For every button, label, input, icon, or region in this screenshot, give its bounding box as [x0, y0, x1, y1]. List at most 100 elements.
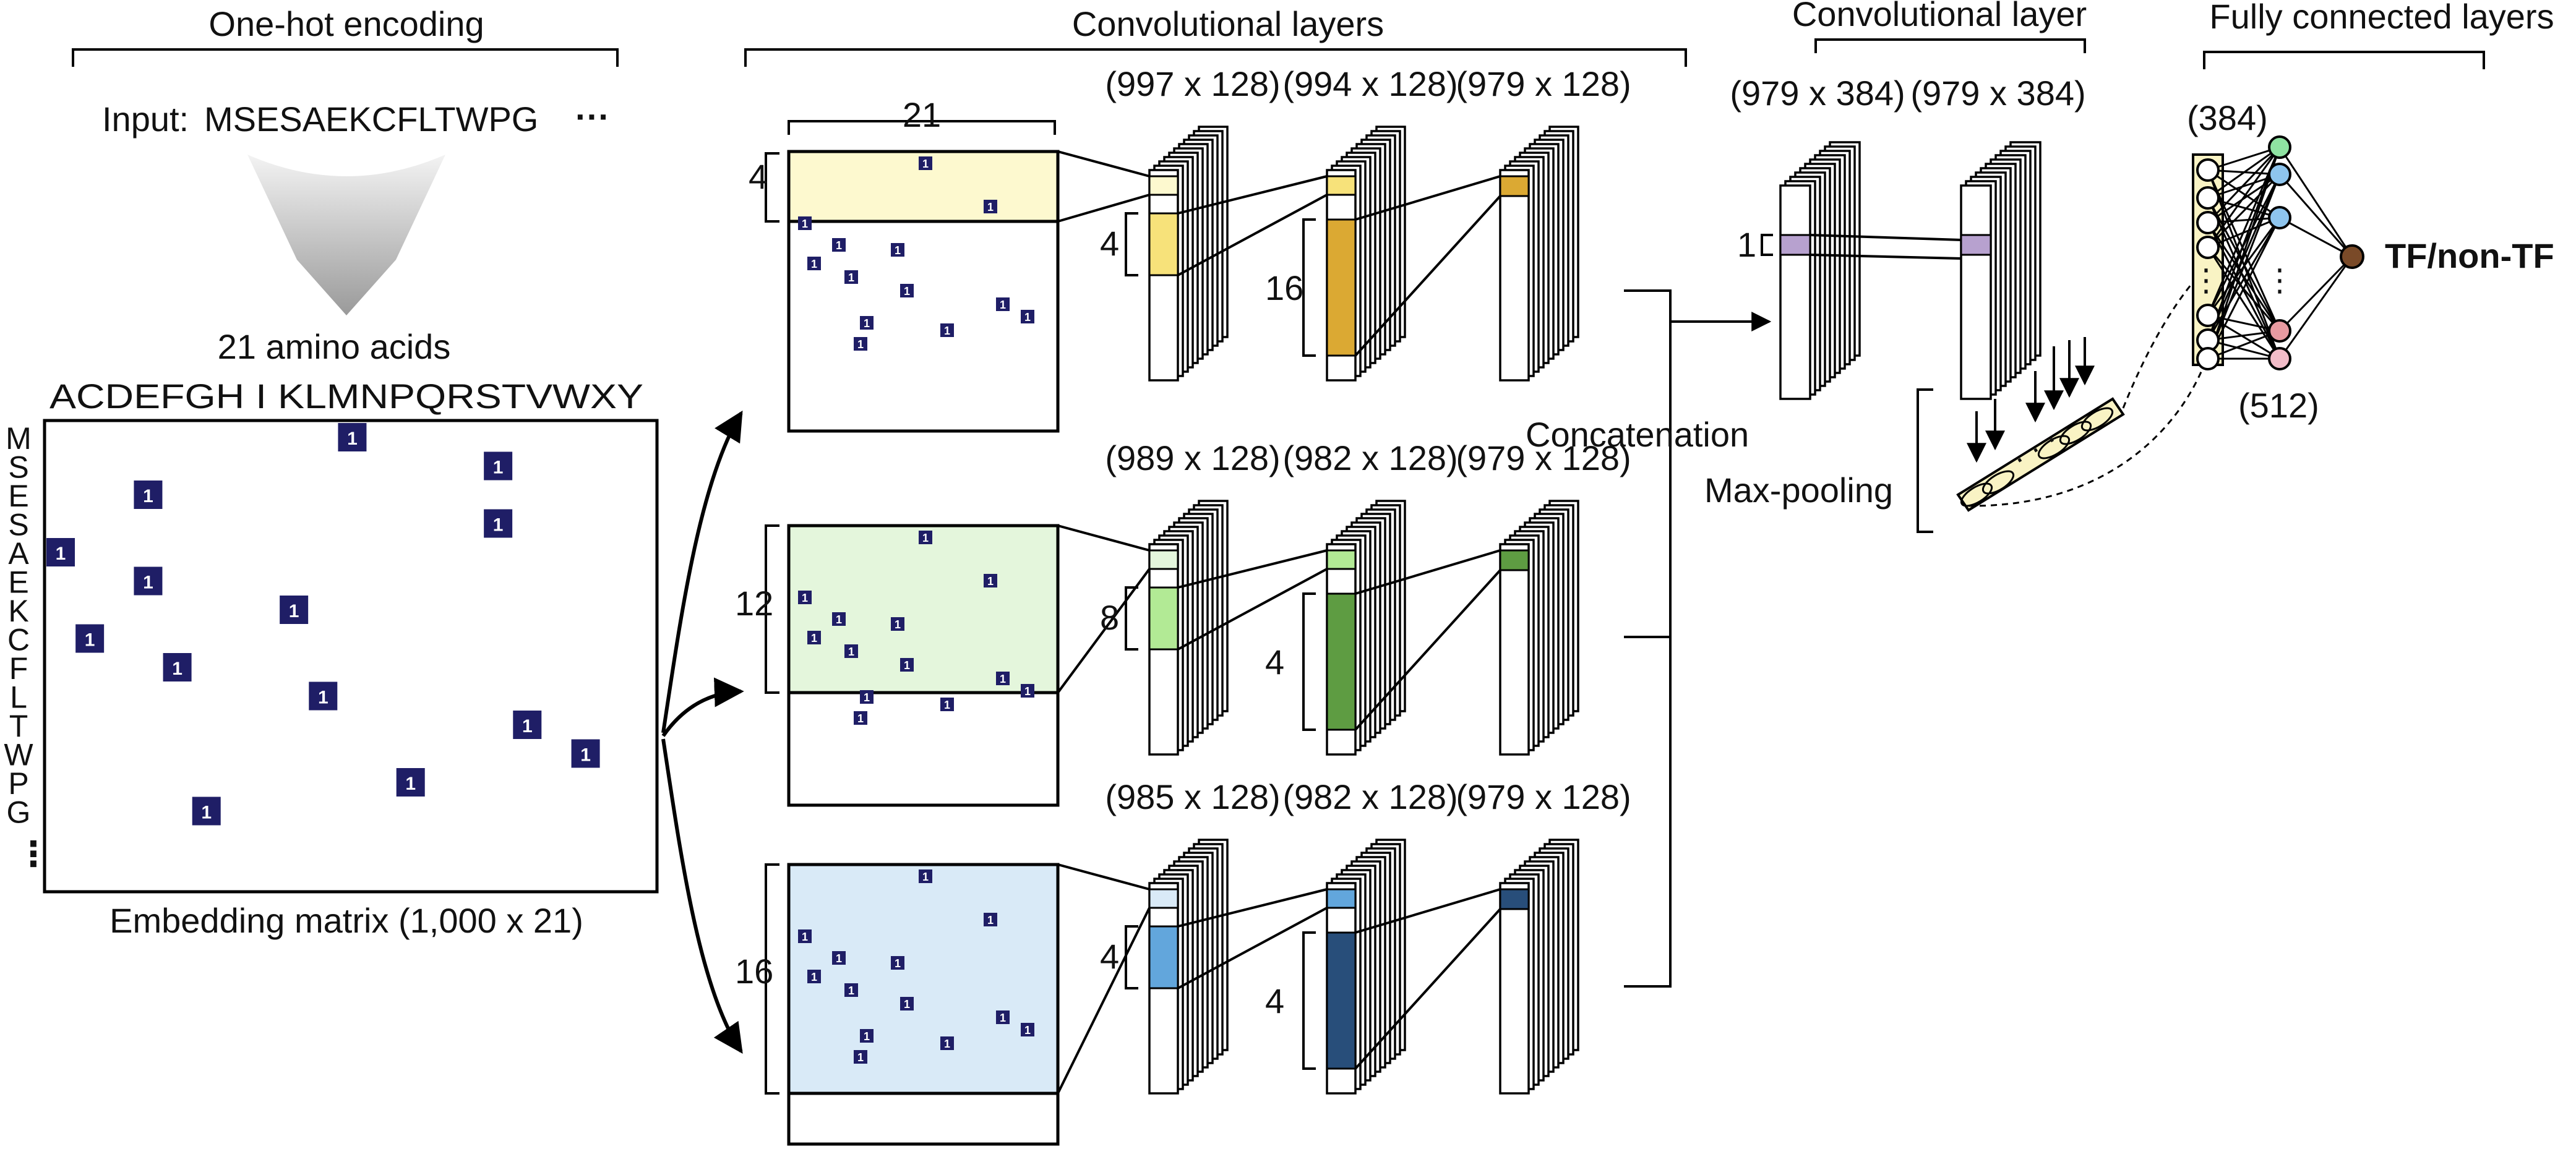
fc-edge: [2207, 217, 2281, 359]
concat-feature-map-stack: [1960, 141, 2041, 400]
band-stack1-window: [1148, 212, 1179, 276]
one-hot-cell: [513, 711, 542, 739]
one-hot-cell: [484, 451, 513, 481]
fc-edge: [2278, 174, 2353, 257]
one-hot-cell-small: [996, 297, 1010, 311]
fc-hidden-node: [2268, 319, 2291, 343]
fc-edge: [2207, 147, 2281, 359]
fc-edge: [2207, 174, 2281, 341]
one-hot-cell: [338, 423, 367, 451]
fc-input-dots: ⋮: [2191, 263, 2222, 297]
connect-line: [1057, 194, 1150, 223]
fc-edge: [2207, 247, 2281, 359]
one-hot-cell: [75, 624, 105, 653]
feature-map-dims: (979 x 128): [1456, 64, 1631, 103]
one-hot-cell-small: [891, 243, 904, 257]
fc-edge: [2278, 256, 2353, 359]
one-hot-value-small: 1: [904, 998, 910, 1010]
one-hot-value-small: 1: [1024, 1024, 1031, 1036]
fc-hidden-dims: (512): [2238, 386, 2319, 425]
one-hot-cell-small: [919, 156, 932, 170]
arrow-to-branch-3: [661, 738, 743, 1054]
one-hot-cell-small: [807, 257, 821, 270]
kernel2-label: 4: [1100, 224, 1119, 263]
embedding-row-label: W: [4, 738, 33, 772]
one-hot-cell-small: [940, 323, 954, 337]
fc-edge: [2207, 339, 2280, 360]
fc-edge: [2207, 216, 2280, 224]
band-stack1-top: [1148, 549, 1179, 570]
bracket-conv-layer: [1814, 38, 2086, 53]
one-hot-cell-small: [996, 672, 1010, 685]
pool-cell: [2037, 435, 2071, 459]
band-stack2-window: [1326, 592, 1357, 731]
one-hot-value-small: 1: [922, 158, 929, 170]
pool-cell: [1960, 482, 1993, 507]
one-hot-value-small: 1: [864, 691, 870, 704]
one-hot-value-small: 1: [811, 258, 817, 270]
one-hot-cell-small: [860, 316, 874, 330]
one-hot-value-small: 1: [857, 338, 864, 351]
fc-input-node: [2196, 236, 2220, 259]
title-conv-layers: Convolutional layers: [1072, 4, 1384, 43]
one-hot-value-small: 1: [836, 613, 842, 626]
connect-line: [1354, 569, 1501, 731]
one-hot-cell-small: [891, 956, 904, 970]
one-hot-value-small: 1: [904, 285, 910, 297]
funnel-arrow-icon: [247, 155, 445, 315]
one-hot-value: 1: [493, 458, 504, 478]
one-hot-cell-small: [984, 574, 997, 587]
one-hot-value-small: 1: [811, 971, 817, 983]
fc-edge: [2207, 173, 2281, 249]
embedding-row-label: K: [8, 594, 28, 628]
one-hot-cell: [309, 681, 338, 711]
one-hot-cell-small: [1021, 684, 1034, 698]
band-stack2-window: [1326, 218, 1357, 357]
kernel-bracket: [765, 152, 779, 223]
one-hot-value-small: 1: [802, 592, 808, 604]
bracket-concatenation: [1624, 289, 1672, 988]
embedding-row-label: E: [8, 479, 28, 513]
kernel3-bracket: [1302, 218, 1316, 357]
feature-map-dims: (997 x 128): [1105, 64, 1280, 103]
embedding-more-rows: ⋮: [16, 834, 51, 873]
embedding-row-label: E: [8, 565, 28, 600]
one-hot-value: 1: [522, 716, 533, 737]
connect-line: [1177, 175, 1328, 215]
band-stack2-window: [1326, 931, 1357, 1070]
connect-line: [1057, 863, 1150, 891]
one-hot-cell: [396, 768, 425, 797]
fc-edge: [2278, 255, 2353, 332]
embedding-row-labels: MSESAEKCFLTWPG: [4, 421, 33, 830]
feature-map-dims: (979 x 128): [1456, 777, 1631, 816]
concat-kernel-label: 1: [1737, 225, 1756, 264]
one-hot-cell-small: [984, 913, 997, 926]
fc-input-node: [2196, 304, 2220, 327]
pool-cell: [1981, 470, 2015, 495]
feature-map-stack: [1499, 839, 1579, 1095]
connect-line: [1177, 549, 1328, 589]
concat-kernel-bracket: [1761, 234, 1773, 256]
amino-acids-count: 21 amino acids: [218, 327, 451, 366]
fc-edge: [2207, 217, 2281, 341]
one-hot-cell: [280, 596, 309, 624]
fc-edge: [2207, 146, 2280, 199]
one-hot-value-small: 1: [895, 957, 901, 970]
kernel3-label: 4: [1265, 981, 1284, 1020]
kernel-label: 4: [749, 157, 768, 196]
one-hot-cell-small: [919, 531, 932, 544]
fc-input-node: [2196, 347, 2220, 370]
one-hot-value: 1: [580, 745, 591, 766]
input-ellipsis: ···: [575, 97, 610, 136]
one-hot-cell: [484, 509, 513, 538]
one-hot-value-small: 1: [836, 952, 842, 965]
one-hot-value-small: 1: [802, 931, 808, 943]
width-label: 21: [903, 95, 941, 134]
one-hot-value: 1: [85, 630, 95, 651]
band-stack1-window: [1148, 925, 1179, 989]
one-hot-value-small: 1: [895, 618, 901, 631]
concat-dims: (979 x 384): [1730, 74, 1905, 113]
